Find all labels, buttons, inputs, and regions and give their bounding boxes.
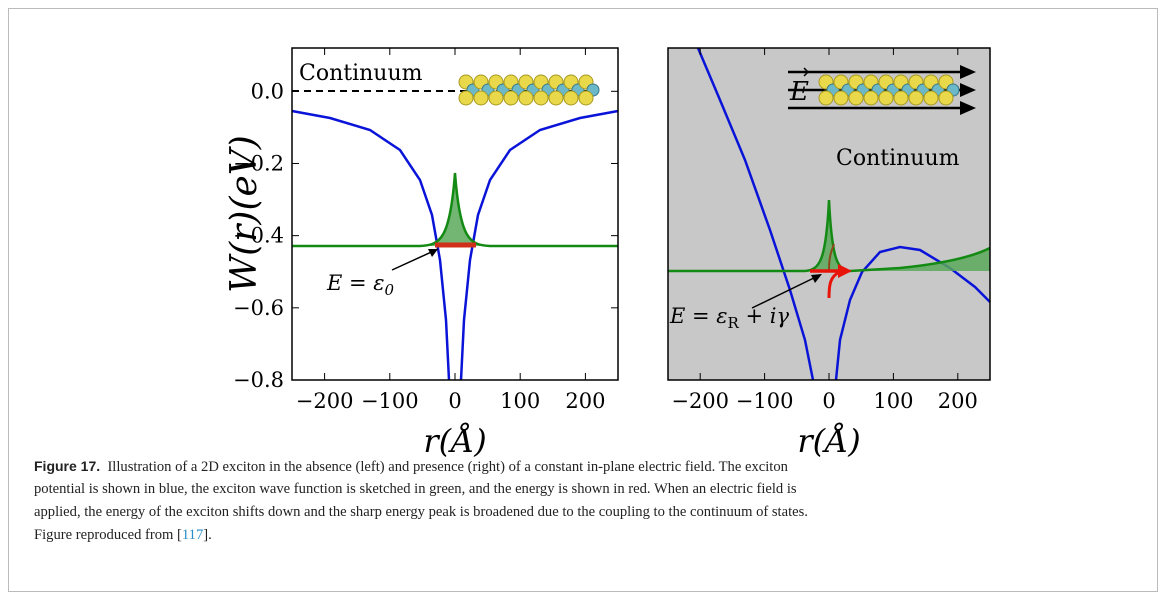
x-tick-label: 200 (565, 389, 605, 413)
x-axis-label: r(Å) (423, 422, 486, 460)
x-tick-label: 200 (938, 389, 978, 413)
x-axis-label: r(Å) (797, 422, 860, 460)
atom (878, 90, 894, 106)
atom (923, 90, 939, 106)
potential-curve (696, 47, 991, 381)
arrow-head (428, 249, 438, 257)
wavefunction-fill (420, 173, 490, 246)
vector-arrow (792, 67, 810, 77)
atom (848, 90, 864, 106)
atom (908, 90, 924, 106)
atom (578, 90, 594, 106)
atom (938, 90, 954, 106)
potential-curve (291, 109, 619, 381)
y-tick-label: −0.4 (233, 224, 284, 248)
continuum-label: Continuum (299, 61, 423, 86)
caption-line: Figure reproduced from [117]. (34, 527, 212, 544)
annotation-arrow (751, 274, 821, 309)
molecule-sketches (458, 74, 960, 106)
broadening (827, 270, 841, 299)
atom (818, 90, 834, 106)
atom (548, 90, 564, 106)
atom (503, 90, 519, 106)
atom (518, 90, 534, 106)
y-tick-label: −0.8 (233, 368, 284, 392)
continuum-label: Continuum (836, 146, 960, 171)
caption-line: applied, the energy of the exciton shift… (34, 504, 808, 520)
atom (488, 90, 504, 106)
y-axis-label: W(r)(eV) (224, 135, 265, 293)
caption-text: Illustration of a 2D exciton in the abse… (107, 459, 788, 475)
wavefunction-fill (805, 200, 990, 271)
arrow-head (811, 274, 822, 283)
caption-line: Figure 17. Illustration of a 2D exciton … (34, 458, 788, 476)
atom (893, 90, 909, 106)
energy-annotation: E = εR + iγ (669, 304, 790, 332)
figure-frame (8, 8, 1158, 592)
atom (473, 90, 489, 106)
reference-link[interactable]: 117 (181, 527, 204, 543)
energy-annotation: E = ε0 (326, 271, 395, 299)
caption-line: potential is shown in blue, the exciton … (34, 481, 797, 497)
x-tick-label: −100 (361, 389, 419, 413)
wavefunction-curve (668, 199, 991, 273)
x-tick-label: 100 (500, 389, 540, 413)
atom (563, 90, 579, 106)
x-tick-label: 100 (873, 389, 913, 413)
atom (533, 90, 549, 106)
caption-text: ]. (203, 527, 212, 543)
caption-label: Figure 17. (34, 458, 101, 474)
atom (833, 90, 849, 106)
x-tick-label: −100 (736, 389, 794, 413)
y-tick-label: 0.0 (251, 79, 284, 103)
y-tick-label: −0.6 (233, 296, 284, 320)
x-tick-label: 0 (822, 389, 835, 413)
atom (863, 90, 879, 106)
x-tick-label: −200 (296, 389, 354, 413)
figure: Continuum Continuum E W(r)(eV) r(Å) r(Å)… (224, 47, 991, 460)
x-tick-label: −200 (671, 389, 729, 413)
resonance-line (828, 243, 835, 271)
field-label: E (789, 77, 809, 107)
caption-text: Figure reproduced from [ (34, 527, 182, 543)
x-tick-label: 0 (448, 389, 461, 413)
y-tick-label: −0.2 (233, 151, 284, 175)
wavefunction-curve (292, 172, 618, 248)
atom (458, 90, 474, 106)
arrow-head (838, 264, 852, 278)
